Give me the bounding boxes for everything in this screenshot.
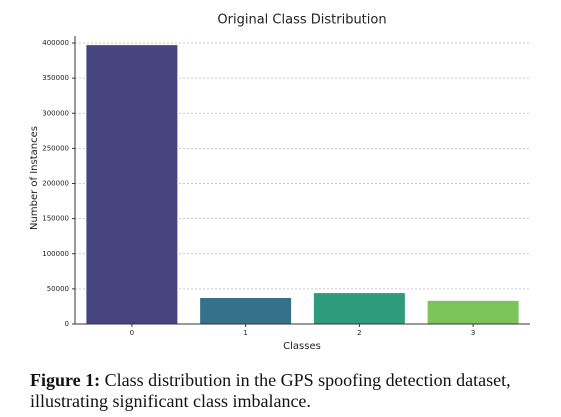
y-axis-label: Number of Instances xyxy=(29,126,40,230)
x-tick-label: 0 xyxy=(130,329,134,337)
bar xyxy=(313,293,405,324)
y-tick-label: 150000 xyxy=(42,215,69,223)
bar xyxy=(200,298,292,324)
caption-text: Class distribution in the GPS spoofing d… xyxy=(30,370,511,411)
bar xyxy=(427,300,519,324)
y-tick-label: 350000 xyxy=(42,74,69,82)
y-tick-label: 100000 xyxy=(42,250,69,258)
y-tick-label: 300000 xyxy=(42,109,69,117)
x-axis-label: Classes xyxy=(283,341,321,352)
x-tick-label: 3 xyxy=(471,329,475,337)
chart: Original Class Distribution Classes Numb… xyxy=(29,13,530,352)
caption-label: Figure 1: xyxy=(30,370,101,390)
y-tick-label: 50000 xyxy=(47,285,69,293)
y-tick-label: 250000 xyxy=(42,144,69,152)
y-tick-label: 400000 xyxy=(42,39,69,47)
x-tick-label: 1 xyxy=(243,329,247,337)
chart-title: Original Class Distribution xyxy=(217,13,386,28)
figure-caption: Figure 1: Class distribution in the GPS … xyxy=(30,370,540,412)
y-tick-label: 0 xyxy=(65,320,69,328)
y-tick-label: 200000 xyxy=(42,180,69,188)
bar xyxy=(86,45,178,324)
x-tick-label: 2 xyxy=(357,329,361,337)
